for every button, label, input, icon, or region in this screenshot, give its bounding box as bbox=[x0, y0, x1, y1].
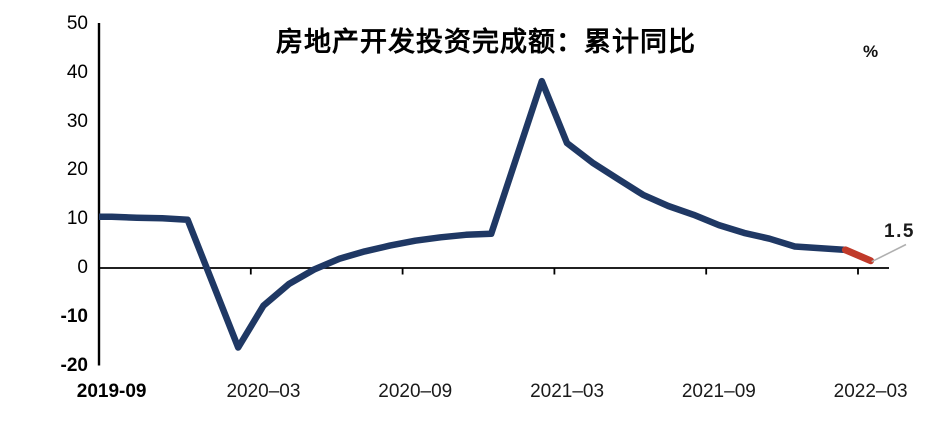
last-value-label: 1.5 bbox=[884, 221, 915, 242]
x-axis-tick-label: 2020–09 bbox=[378, 381, 453, 402]
y-axis-tick-label: 20 bbox=[66, 159, 88, 181]
y-axis-tick-label: 30 bbox=[66, 110, 88, 132]
y-axis-tick-label: 10 bbox=[66, 208, 88, 230]
highlight-segment bbox=[841, 246, 875, 265]
x-axis-tick-label: 2021–03 bbox=[530, 381, 605, 402]
unit-label: % bbox=[863, 42, 879, 61]
x-axis-tick-label: 2020–03 bbox=[226, 381, 301, 402]
chart-title: 房地产开发投资完成额：累计同比 bbox=[276, 27, 696, 57]
x-axis-tick-label: 2021–09 bbox=[681, 381, 756, 402]
x-axis-tick-label: 2022–03 bbox=[833, 381, 908, 402]
annotation-leader-line bbox=[871, 243, 907, 263]
series-line bbox=[99, 77, 846, 351]
y-axis-tick-label: 40 bbox=[66, 61, 88, 83]
y-axis-tick-label: 0 bbox=[77, 257, 88, 278]
x-axis-tick-label: 2019-09 bbox=[76, 381, 147, 402]
y-axis-tick-label: -20 bbox=[60, 354, 88, 376]
y-axis-tick-label: 50 bbox=[66, 13, 88, 34]
y-axis-tick-label: -10 bbox=[60, 305, 88, 327]
